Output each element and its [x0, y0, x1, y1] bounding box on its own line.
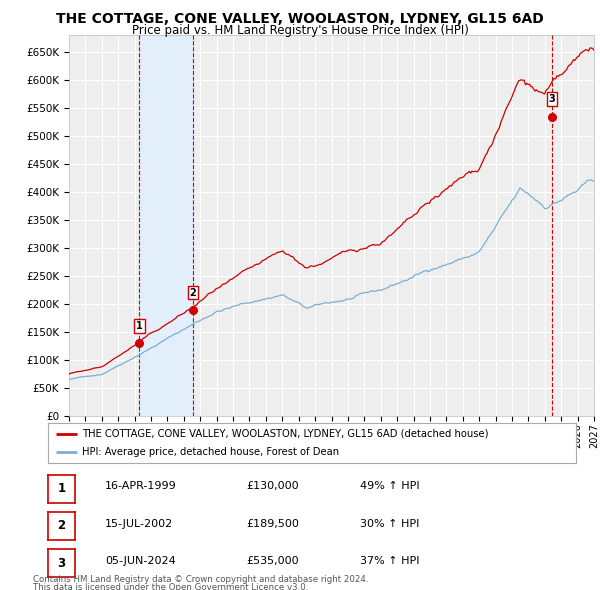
Text: 2: 2: [190, 287, 196, 297]
Text: 05-JUN-2024: 05-JUN-2024: [105, 556, 176, 566]
Text: £535,000: £535,000: [246, 556, 299, 566]
Text: This data is licensed under the Open Government Licence v3.0.: This data is licensed under the Open Gov…: [33, 583, 308, 590]
Text: 16-APR-1999: 16-APR-1999: [105, 481, 177, 491]
Text: THE COTTAGE, CONE VALLEY, WOOLASTON, LYDNEY, GL15 6AD: THE COTTAGE, CONE VALLEY, WOOLASTON, LYD…: [56, 12, 544, 26]
Text: 3: 3: [548, 94, 555, 104]
Text: 3: 3: [58, 556, 65, 570]
Text: £130,000: £130,000: [246, 481, 299, 491]
Text: 1: 1: [58, 482, 65, 496]
Text: 2: 2: [58, 519, 65, 533]
Text: 30% ↑ HPI: 30% ↑ HPI: [360, 519, 419, 529]
Text: HPI: Average price, detached house, Forest of Dean: HPI: Average price, detached house, Fore…: [82, 447, 340, 457]
Text: Price paid vs. HM Land Registry's House Price Index (HPI): Price paid vs. HM Land Registry's House …: [131, 24, 469, 37]
Text: THE COTTAGE, CONE VALLEY, WOOLASTON, LYDNEY, GL15 6AD (detached house): THE COTTAGE, CONE VALLEY, WOOLASTON, LYD…: [82, 429, 489, 439]
Bar: [139, 35, 193, 416]
Text: 1: 1: [136, 321, 143, 331]
Text: Contains HM Land Registry data © Crown copyright and database right 2024.: Contains HM Land Registry data © Crown c…: [33, 575, 368, 584]
Text: 49% ↑ HPI: 49% ↑ HPI: [360, 481, 419, 491]
Text: £189,500: £189,500: [246, 519, 299, 529]
Text: 37% ↑ HPI: 37% ↑ HPI: [360, 556, 419, 566]
Text: 15-JUL-2002: 15-JUL-2002: [105, 519, 173, 529]
